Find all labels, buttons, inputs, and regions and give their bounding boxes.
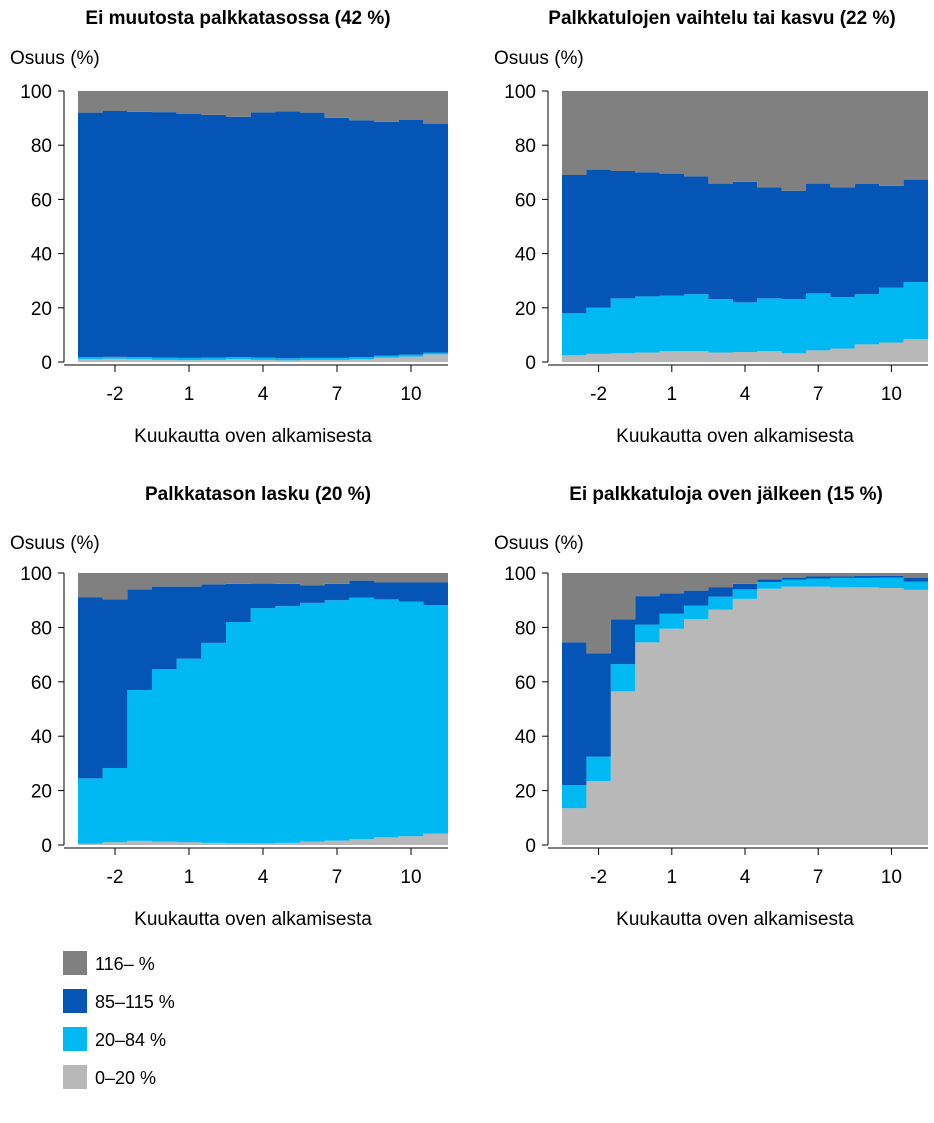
y-axis-label: Osuus (%) xyxy=(10,48,100,69)
x-tick-label: -2 xyxy=(107,867,124,888)
x-tick-label: -2 xyxy=(590,867,607,888)
x-tick-label: 10 xyxy=(881,867,902,888)
x-tick-label: -2 xyxy=(590,384,607,405)
series-area-3 xyxy=(78,111,448,359)
series-area-4 xyxy=(78,91,448,125)
chart-title: Ei muutosta palkkatasossa (42 %) xyxy=(85,8,390,29)
x-tick-label: 4 xyxy=(258,384,269,405)
y-tick-label: 60 xyxy=(515,673,536,694)
x-tick-label: 10 xyxy=(400,384,421,405)
x-axis-label: Kuukautta oven alkamisesta xyxy=(616,426,854,447)
legend-label: 116– % xyxy=(95,954,155,974)
series-area-3 xyxy=(78,580,448,779)
x-axis-label: Kuukautta oven alkamisesta xyxy=(134,426,372,447)
x-tick-label: 4 xyxy=(258,867,269,888)
x-tick-label: 1 xyxy=(184,384,195,405)
series-area-2 xyxy=(78,352,448,361)
x-tick-label: 10 xyxy=(400,867,421,888)
legend-label: 85–115 % xyxy=(95,992,175,1012)
series-area-2 xyxy=(562,577,928,809)
series-area-1 xyxy=(562,338,928,362)
chart-panel-2: 0 20 40 60 80 100 -2 1 4 7 10 Palkkatulojen vaihtel… xyxy=(494,8,928,447)
x-tick-label: 7 xyxy=(332,384,343,405)
series-area-1 xyxy=(78,354,448,362)
series-area-1 xyxy=(562,586,928,845)
y-axis-label: Osuus (%) xyxy=(494,48,584,69)
y-tick-label: 60 xyxy=(515,190,536,211)
y-tick-label: 60 xyxy=(31,673,52,694)
y-tick-label: 100 xyxy=(504,82,536,103)
y-tick-label: 20 xyxy=(515,782,536,803)
series-area-4 xyxy=(562,91,928,191)
y-tick-label: 0 xyxy=(525,836,536,857)
series-area-1 xyxy=(78,833,448,845)
x-tick-label: 7 xyxy=(813,867,824,888)
y-tick-label: 40 xyxy=(31,727,52,748)
x-tick-label: 1 xyxy=(667,867,678,888)
legend-swatch xyxy=(63,989,87,1013)
x-axis-label: Kuukautta oven alkamisesta xyxy=(616,909,854,930)
series-area-2 xyxy=(562,282,928,356)
y-tick-label: 100 xyxy=(504,564,536,585)
y-tick-label: 80 xyxy=(31,618,52,639)
x-axis-label: Kuukautta oven alkamisesta xyxy=(134,909,372,930)
series-area-2 xyxy=(78,597,448,844)
legend-swatch xyxy=(63,1027,87,1051)
series-area-4 xyxy=(562,573,928,654)
legend: 116– % 85–115 % 20–84 % 0–20 % xyxy=(63,951,175,1089)
y-tick-label: 0 xyxy=(41,353,52,374)
y-tick-label: 40 xyxy=(515,245,536,266)
y-axis-label: Osuus (%) xyxy=(10,533,100,554)
y-tick-label: 0 xyxy=(525,353,536,374)
legend-label: 20–84 % xyxy=(95,1030,166,1050)
x-tick-label: 7 xyxy=(332,867,343,888)
x-tick-label: 1 xyxy=(184,867,195,888)
y-tick-label: 80 xyxy=(31,136,52,157)
chart-panel-3: 0 20 40 60 80 100 -2 1 4 7 10 Palkkatason lasku (20… xyxy=(10,484,448,930)
chart-title: Palkkatulojen vaihtelu tai kasvu (22 %) xyxy=(548,8,895,29)
y-tick-label: 100 xyxy=(20,564,52,585)
chart-panel-4: 0 20 40 60 80 100 -2 1 4 7 10 Ei palkkatuloja oven … xyxy=(494,484,928,930)
y-tick-label: 80 xyxy=(515,618,536,639)
legend-swatch xyxy=(63,1065,87,1089)
y-tick-label: 20 xyxy=(31,299,52,320)
y-axis-label: Osuus (%) xyxy=(494,533,584,554)
y-tick-label: 20 xyxy=(515,299,536,320)
y-tick-label: 0 xyxy=(41,836,52,857)
chart-panel-1: 0 20 40 60 80 100 -2 1 4 7 10 Ei muutosta palkkatas… xyxy=(10,8,448,447)
y-tick-label: 60 xyxy=(31,190,52,211)
chart-title: Palkkatason lasku (20 %) xyxy=(145,484,371,505)
x-tick-label: -2 xyxy=(107,384,124,405)
series-area-3 xyxy=(562,169,928,314)
x-tick-label: 10 xyxy=(881,384,902,405)
legend-label: 0–20 % xyxy=(95,1068,156,1088)
y-tick-label: 100 xyxy=(20,82,52,103)
series-area-4 xyxy=(78,573,448,600)
x-tick-label: 7 xyxy=(813,384,824,405)
chart-title: Ei palkkatuloja oven jälkeen (15 %) xyxy=(569,484,883,505)
x-tick-label: 4 xyxy=(740,867,751,888)
y-tick-label: 40 xyxy=(31,245,52,266)
x-tick-label: 1 xyxy=(667,384,678,405)
x-tick-label: 4 xyxy=(740,384,751,405)
y-tick-label: 20 xyxy=(31,782,52,803)
y-tick-label: 80 xyxy=(515,136,536,157)
y-tick-label: 40 xyxy=(515,727,536,748)
legend-swatch xyxy=(63,951,87,975)
